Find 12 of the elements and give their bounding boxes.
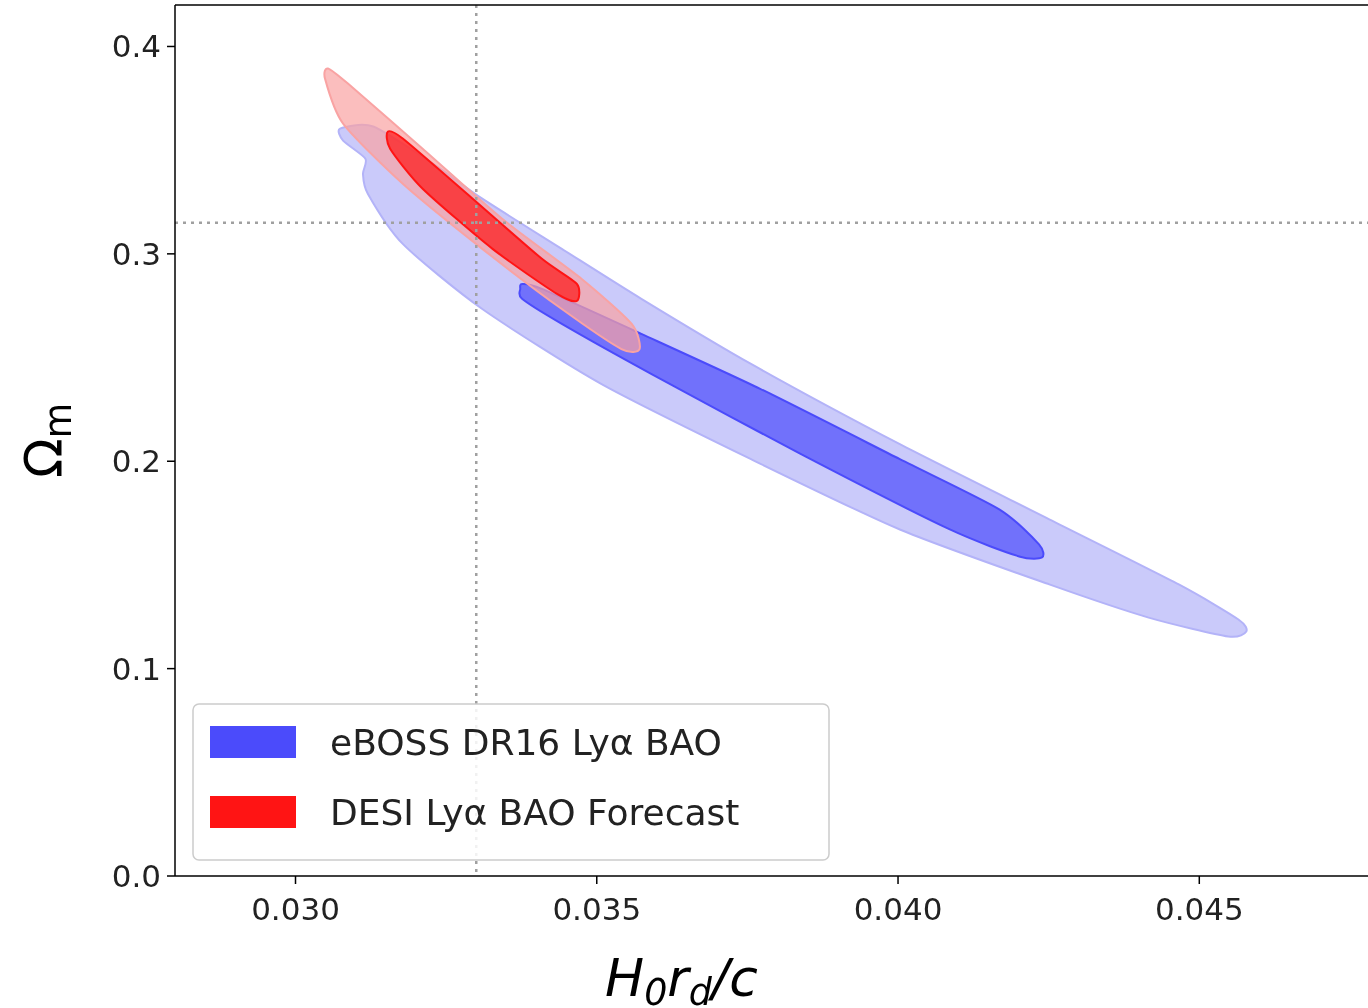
x-tick-label: 0.040 (853, 891, 943, 927)
y-tick-label: 0.2 (111, 443, 161, 480)
y-tick-label: 0.3 (111, 235, 161, 272)
y-tick-label: 0.1 (111, 650, 161, 687)
x-tick-label: 0.030 (251, 891, 340, 927)
x-axis-title: H$_{0}$r$_{d}$/c (605, 948, 758, 1008)
legend-label: eBOSS DR16 Lyα BAO (330, 722, 722, 763)
x-tick-label: 0.045 (1154, 891, 1244, 927)
y-tick-label: 0.0 (111, 858, 161, 894)
legend-label: DESI Lyα BAO Forecast (330, 792, 740, 833)
y-tick-label: 0.4 (111, 28, 161, 65)
x-tick-label: 0.035 (552, 891, 642, 927)
